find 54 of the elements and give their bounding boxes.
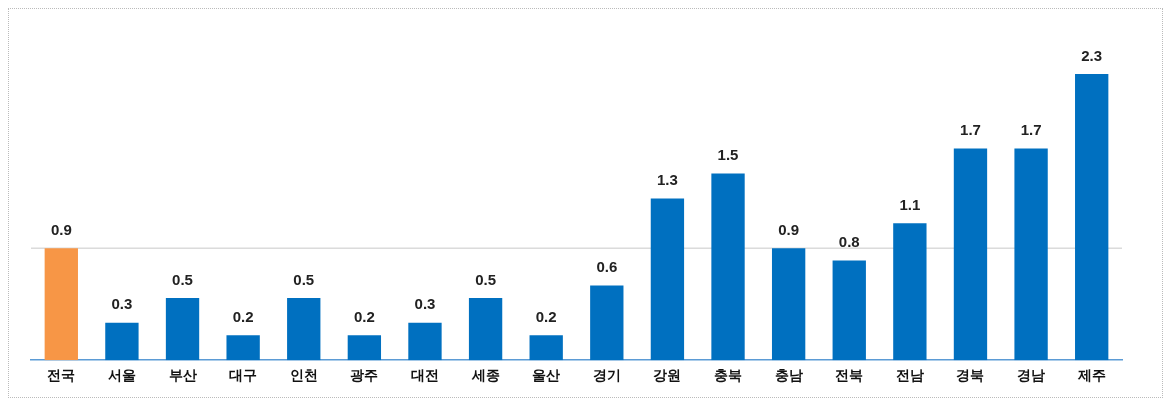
bar [468, 297, 503, 361]
bar [650, 198, 685, 361]
x-tick-label: 대구 [229, 367, 258, 384]
data-label: 1.7 [1020, 121, 1042, 139]
data-label: 0.3 [111, 295, 133, 313]
x-tick-label: 제주 [1076, 367, 1106, 384]
x-tick-label: 강원 [653, 367, 682, 384]
x-tick-label: 대전 [410, 367, 439, 384]
x-tick-label: 세종 [470, 367, 500, 384]
bar [1014, 148, 1048, 361]
x-tick-label: 전남 [895, 367, 924, 384]
x-tick-label: 충북 [714, 367, 743, 384]
x-tick-label: 광주 [350, 367, 379, 384]
bar [590, 285, 624, 361]
x-tick-label: 울산 [532, 367, 561, 384]
x-tick-label: 충남 [774, 367, 803, 384]
data-label: 0.8 [838, 233, 860, 251]
bar [347, 335, 382, 361]
data-label: 0.5 [172, 270, 193, 288]
bar [711, 173, 745, 361]
data-label: 1.5 [717, 146, 739, 164]
bar [105, 322, 139, 361]
bar [44, 248, 78, 361]
x-tick-label: 부산 [168, 367, 197, 384]
bar [893, 223, 927, 361]
x-tick-label: 경기 [592, 367, 621, 384]
x-tick-label: 전국 [47, 367, 76, 384]
bar [1075, 73, 1109, 361]
data-label: 0.2 [535, 307, 557, 325]
x-tick-label: 인천 [289, 367, 318, 384]
bar [226, 335, 260, 361]
x-tick-label: 서울 [107, 367, 136, 384]
bar [953, 148, 988, 361]
x-tick-label: 전북 [835, 367, 864, 384]
bar [529, 335, 563, 361]
bar [771, 248, 806, 361]
data-label: 0.6 [596, 258, 618, 276]
data-label: 1.1 [899, 195, 921, 213]
data-label: 0.2 [232, 307, 254, 325]
data-label: 0.9 [50, 220, 72, 238]
x-tick-label: 경북 [956, 367, 985, 384]
data-label: 1.7 [960, 121, 981, 139]
bar [287, 297, 321, 361]
x-tick-label: 경남 [1017, 367, 1046, 384]
data-label: 0.3 [414, 295, 436, 313]
data-label: 0.5 [475, 270, 497, 288]
bar [165, 297, 200, 361]
data-label: 0.2 [353, 307, 375, 325]
data-label: 2.3 [1081, 46, 1103, 64]
data-label: 1.3 [656, 171, 678, 189]
data-label: 0.5 [293, 270, 315, 288]
bar [832, 260, 866, 361]
bar [408, 322, 442, 361]
data-label: 0.9 [778, 220, 800, 238]
